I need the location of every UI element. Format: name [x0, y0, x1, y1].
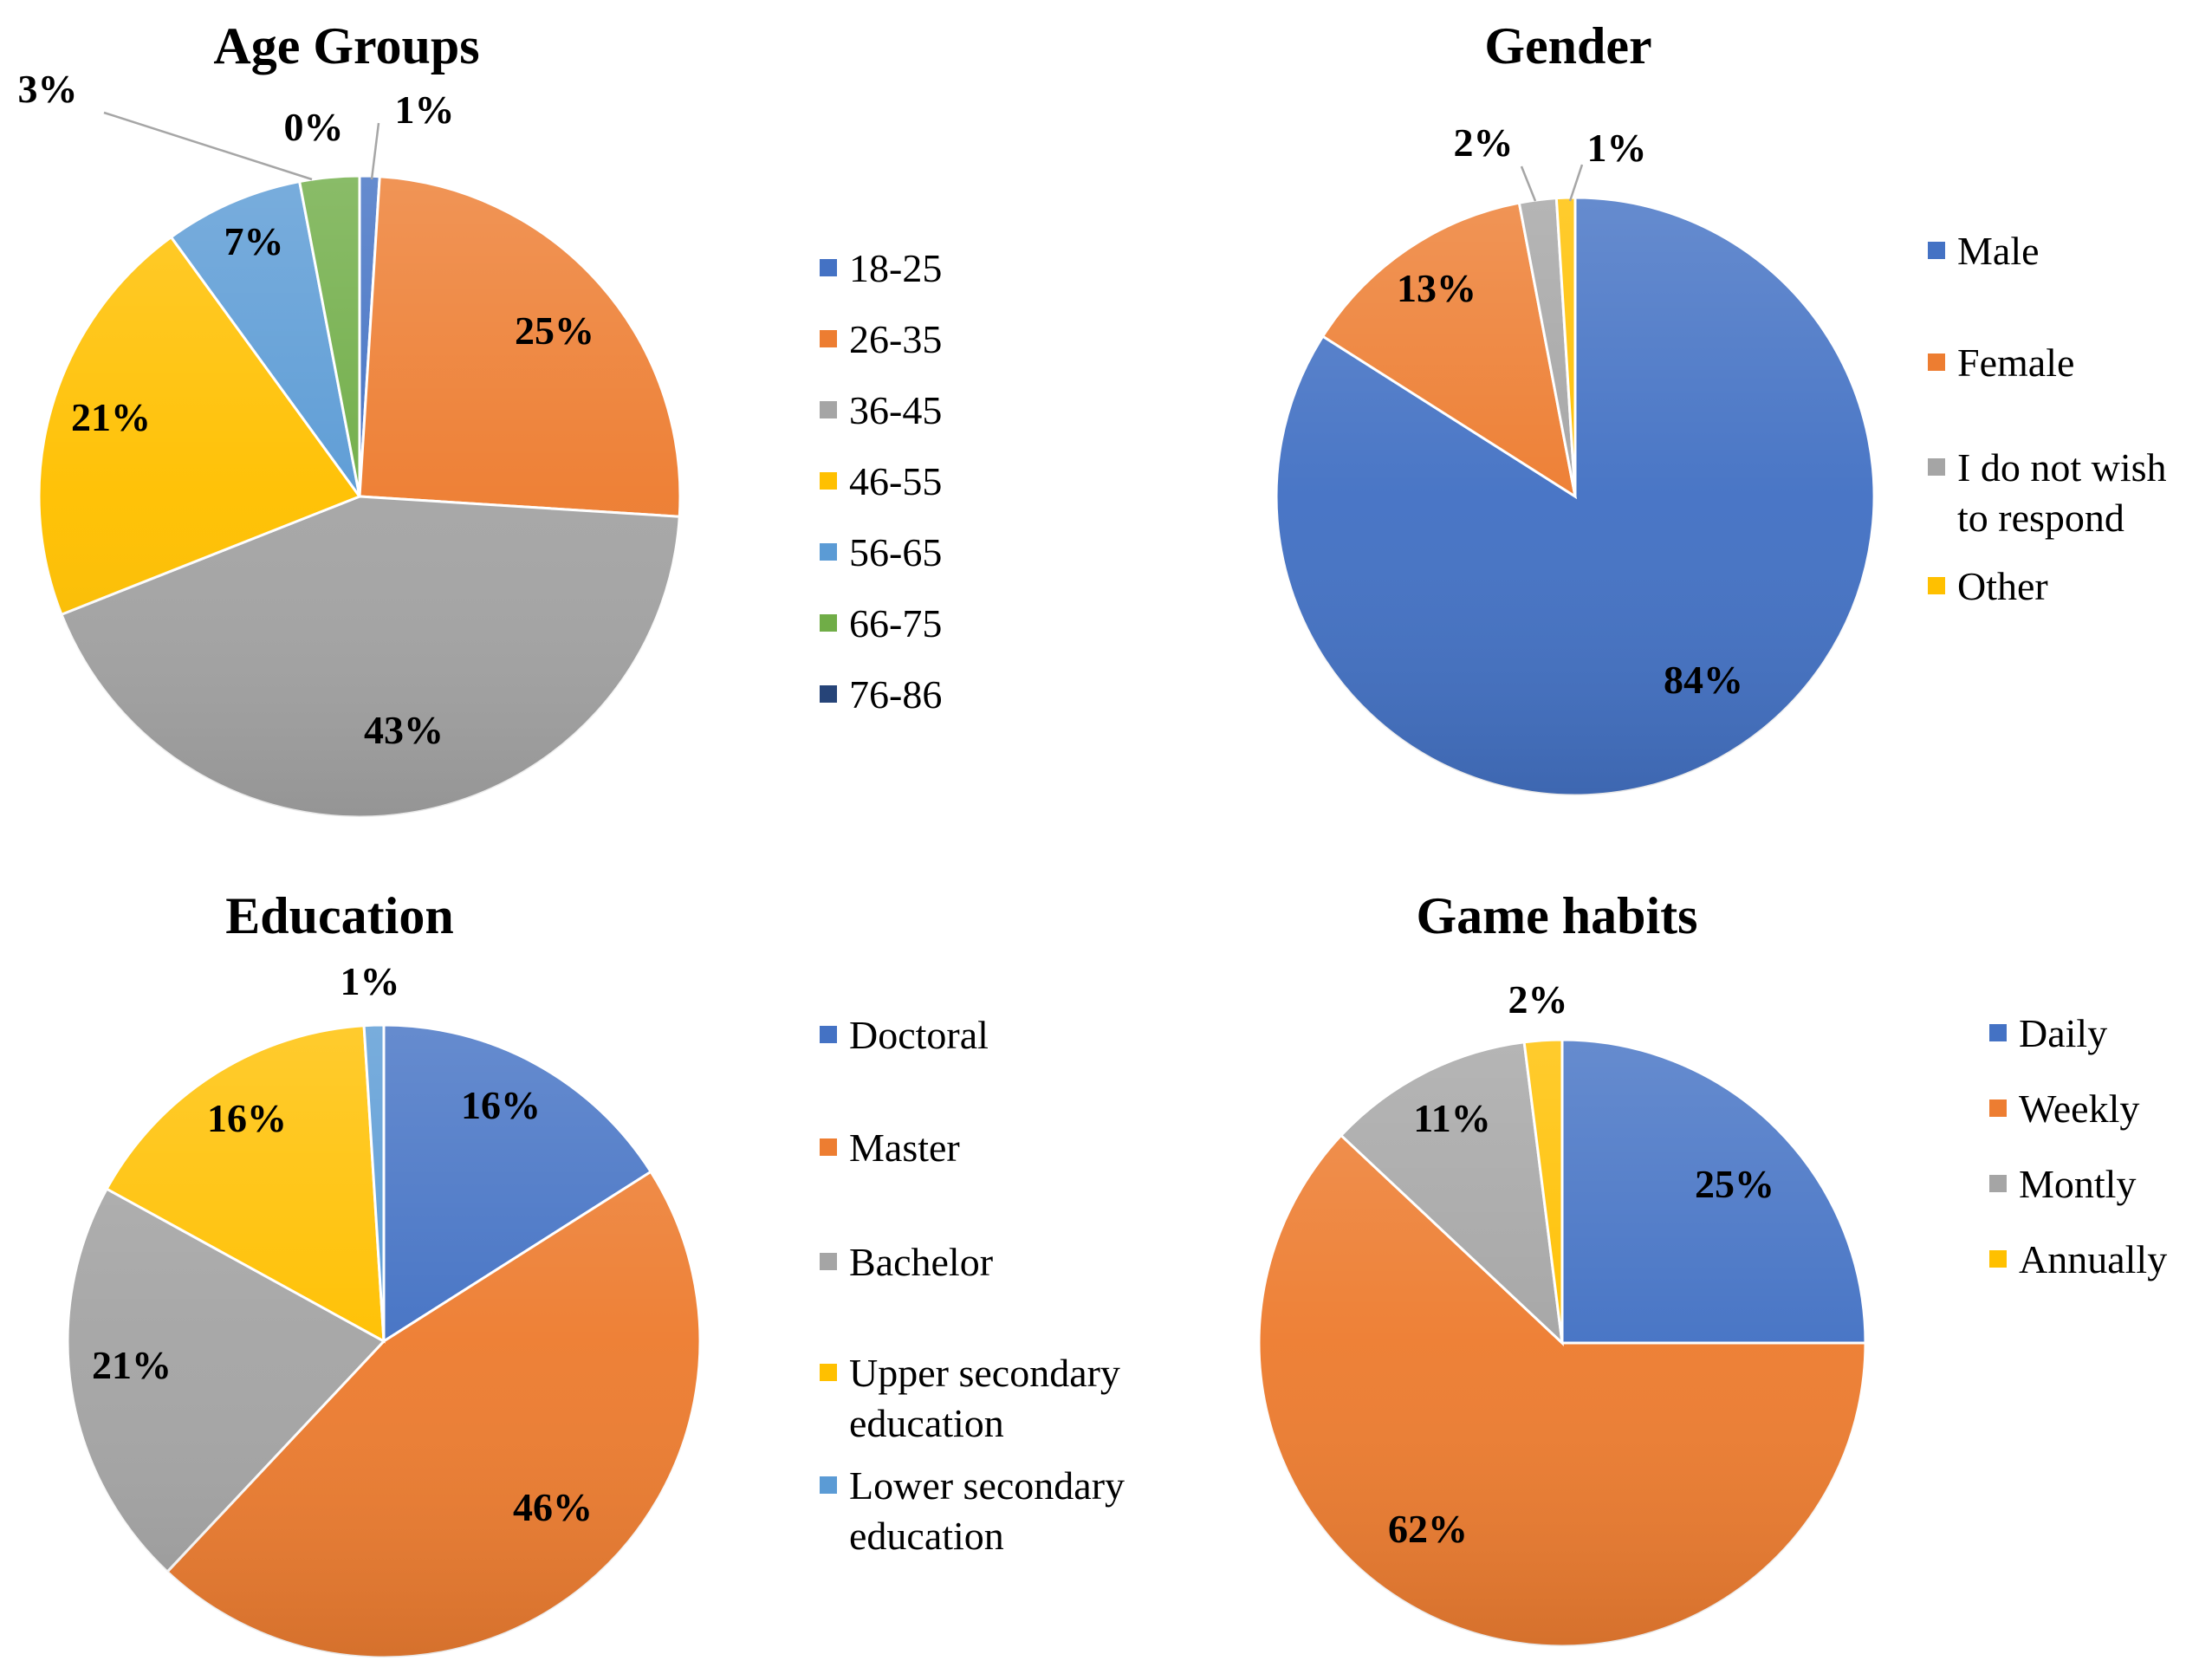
legend-label-annually: Annually [2019, 1237, 2167, 1281]
pie-chart-age-groups: Age Groups 1% 25% 43% 21% 7% 3% 0% 18-25 26-35 36-… [18, 17, 942, 819]
legend-label-18-25: 18-25 [849, 246, 942, 290]
legend-swatch-master [820, 1138, 837, 1156]
data-label-annually: 2% [1508, 977, 1568, 1022]
legend-swatch-female [1928, 354, 1945, 371]
data-label-doctoral: 16% [461, 1083, 541, 1127]
data-label-lower-secondary-education: 1% [341, 959, 400, 1003]
legend-swatch-lower-secondary-education [820, 1476, 837, 1494]
data-label-56-65: 7% [224, 219, 284, 263]
legend-swatch-montly [1989, 1175, 2007, 1192]
legend-label-66-75: 66-75 [849, 601, 942, 645]
legend-label-male: Male [1957, 229, 2040, 273]
legend-swatch-i-do-not-wish-to-respond [1928, 458, 1945, 476]
legend-label-master: Master [849, 1125, 960, 1170]
data-label-female: 13% [1397, 266, 1476, 310]
legend-swatch-annually [1989, 1250, 2007, 1268]
chart-title: Age Groups [213, 17, 479, 75]
legend-label-i-do-not-wish-to-respond: I do not wish to respond [1957, 445, 2167, 540]
legend-swatch-bachelor [820, 1253, 837, 1270]
legend-swatch-other [1928, 577, 1945, 594]
legend-label-36-45: 36-45 [849, 388, 942, 432]
legend-swatch-18-25 [820, 259, 837, 276]
data-label-montly: 11% [1413, 1096, 1490, 1140]
legend-swatch-36-45 [820, 401, 837, 418]
legend-label-weekly: Weekly [2019, 1086, 2139, 1131]
legend-label-26-35: 26-35 [849, 317, 942, 361]
legend-swatch-26-35 [820, 330, 837, 347]
data-label-18-25: 1% [395, 88, 455, 132]
leader-line [1520, 165, 1537, 202]
legend-label-76-86: 76-86 [849, 672, 942, 717]
data-label-bachelor: 21% [92, 1343, 172, 1387]
legend-label-46-55: 46-55 [849, 459, 942, 503]
legend-swatch-56-65 [820, 543, 837, 561]
data-label-daily: 25% [1695, 1162, 1774, 1206]
data-label-76-86: 0% [284, 105, 344, 149]
data-label-weekly: 62% [1388, 1507, 1468, 1551]
legend-swatch-76-86 [820, 685, 837, 703]
data-label-i-do-not-wish-to-respond: 2% [1454, 120, 1514, 165]
legend-label-other: Other [1957, 564, 2048, 608]
legend-label-56-65: 56-65 [849, 530, 942, 574]
chart-title: Education [225, 887, 453, 944]
pie-chart-game-habits: Game habits 25% 62% 11% 2% Daily Weekly Montly A… [1257, 887, 2167, 1648]
legend-label-montly: Montly [2019, 1162, 2136, 1206]
chart-title: Game habits [1416, 887, 1697, 944]
data-label-36-45: 43% [364, 708, 444, 752]
legend-label-upper-secondary-education: Upper secondary education [849, 1351, 1120, 1445]
legend-swatch-daily [1989, 1024, 2007, 1041]
legend-swatch-male [1928, 242, 1945, 259]
legend-swatch-46-55 [820, 472, 837, 490]
chart-title: Gender [1484, 17, 1651, 75]
data-label-46-55: 21% [71, 395, 151, 439]
legend-swatch-weekly [1989, 1099, 2007, 1117]
pie-chart-education: Education 16% 46% 21% 16% 1% Doctoral Master Bac… [66, 887, 1125, 1659]
legend-swatch-doctoral [820, 1026, 837, 1043]
data-label-66-75: 3% [18, 67, 78, 111]
legend-label-female: Female [1957, 341, 2074, 385]
legend-swatch-upper-secondary-education [820, 1364, 837, 1381]
leader-line [103, 111, 313, 181]
leader-line [370, 122, 380, 180]
data-label-upper-secondary-education: 16% [207, 1096, 287, 1140]
legend-swatch-66-75 [820, 614, 837, 632]
data-label-other: 1% [1587, 126, 1647, 170]
pie-chart-gender: Gender 84% 13% 2% 1% Male Female I do not wish t… [1275, 17, 2167, 797]
leader-line [1568, 164, 1584, 202]
legend-label-lower-secondary-education: Lower secondary education [849, 1463, 1125, 1558]
data-label-master: 46% [513, 1485, 593, 1529]
data-label-male: 84% [1664, 658, 1743, 702]
data-label-26-35: 25% [515, 308, 594, 353]
legend-label-doctoral: Doctoral [849, 1013, 989, 1057]
legend-label-bachelor: Bachelor [849, 1240, 993, 1284]
legend-label-daily: Daily [2019, 1011, 2107, 1055]
